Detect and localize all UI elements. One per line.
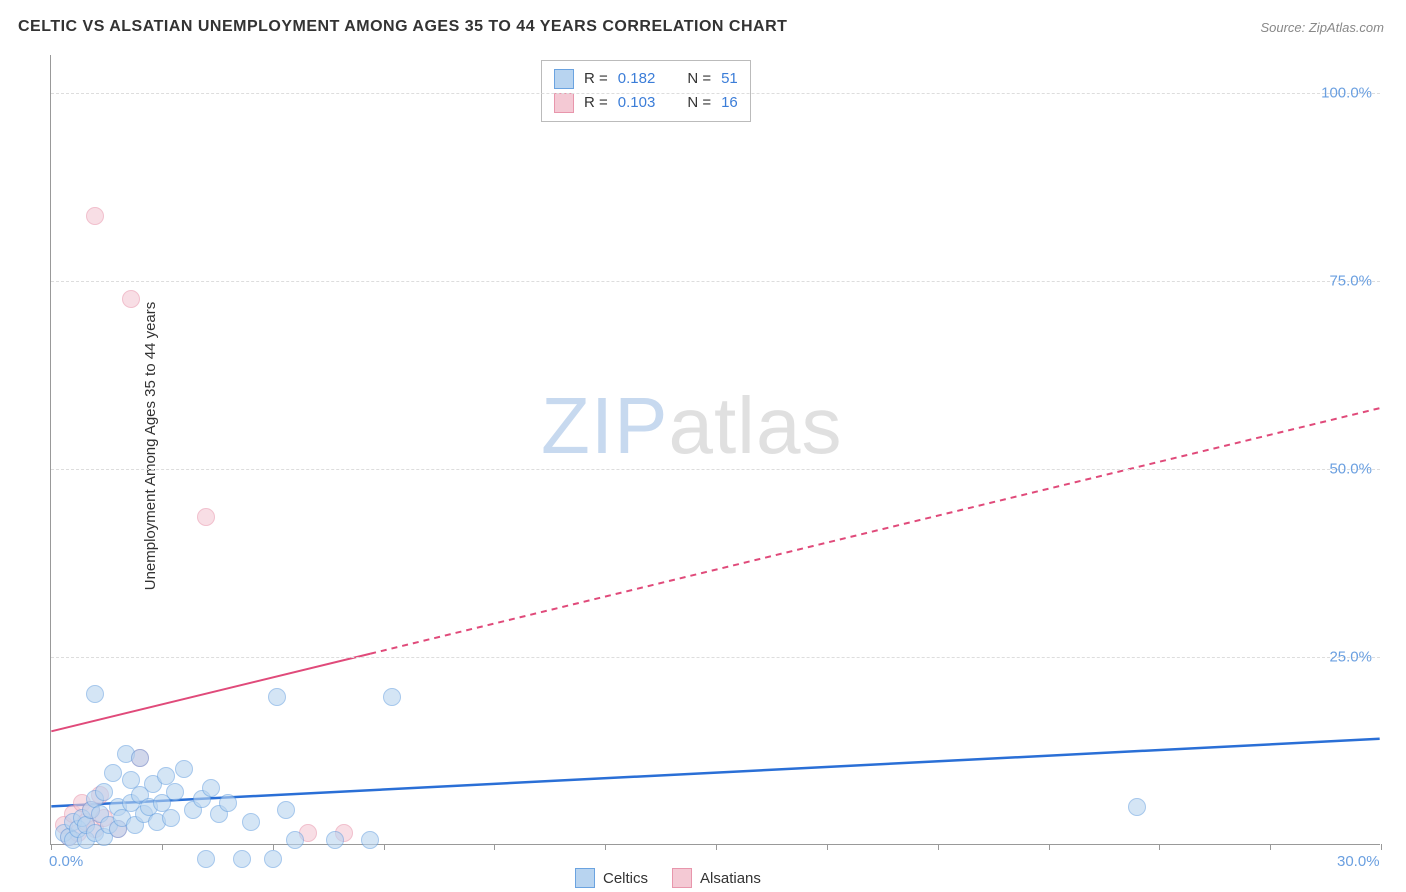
- series-legend: Celtics Alsatians: [575, 868, 761, 888]
- n-value: 51: [721, 67, 738, 91]
- n-label: N =: [687, 91, 711, 115]
- scatter-point-celtics: [197, 850, 215, 868]
- scatter-point-celtics: [219, 794, 237, 812]
- source-name: ZipAtlas.com: [1309, 20, 1384, 35]
- y-tick-label: 75.0%: [1329, 272, 1372, 289]
- x-tick-mark: [384, 844, 385, 850]
- x-tick-mark: [273, 844, 274, 850]
- scatter-point-celtics: [264, 850, 282, 868]
- scatter-point-celtics: [95, 783, 113, 801]
- x-tick-label: 30.0%: [1337, 853, 1380, 870]
- scatter-point-alsatians: [197, 508, 215, 526]
- watermark-zip: ZIP: [541, 381, 668, 470]
- chart-title: CELTIC VS ALSATIAN UNEMPLOYMENT AMONG AG…: [18, 18, 787, 36]
- n-value: 16: [721, 91, 738, 115]
- legend-label: Alsatians: [700, 870, 761, 887]
- legend-swatch-icon: [554, 93, 574, 113]
- watermark-atlas: atlas: [668, 381, 842, 470]
- scatter-point-celtics: [86, 685, 104, 703]
- plot-area: ZIPatlas R = 0.182 N = 51 R = 0.103 N = 16 25.0…: [50, 55, 1380, 845]
- x-tick-mark: [716, 844, 717, 850]
- gridline-horizontal: [51, 93, 1380, 94]
- legend-item: Celtics: [575, 868, 648, 888]
- n-label: N =: [687, 67, 711, 91]
- scatter-point-celtics: [361, 831, 379, 849]
- r-label: R =: [584, 91, 608, 115]
- x-tick-mark: [1159, 844, 1160, 850]
- scatter-point-celtics: [175, 760, 193, 778]
- x-tick-mark: [1381, 844, 1382, 850]
- legend-swatch-icon: [575, 868, 595, 888]
- y-tick-label: 100.0%: [1321, 84, 1372, 101]
- legend-swatch-icon: [554, 69, 574, 89]
- x-tick-mark: [605, 844, 606, 850]
- scatter-point-celtics: [166, 783, 184, 801]
- x-tick-mark: [494, 844, 495, 850]
- y-tick-label: 50.0%: [1329, 460, 1372, 477]
- trend-line: [51, 739, 1379, 807]
- scatter-point-celtics: [131, 749, 149, 767]
- x-tick-mark: [51, 844, 52, 850]
- r-value: 0.103: [618, 91, 656, 115]
- legend-swatch-icon: [672, 868, 692, 888]
- scatter-point-celtics: [383, 688, 401, 706]
- trend-lines-svg: [51, 55, 1380, 844]
- scatter-point-celtics: [162, 809, 180, 827]
- x-tick-mark: [1049, 844, 1050, 850]
- scatter-point-alsatians: [86, 207, 104, 225]
- gridline-horizontal: [51, 281, 1380, 282]
- scatter-point-alsatians: [122, 290, 140, 308]
- stats-legend-row: R = 0.182 N = 51: [554, 67, 738, 91]
- source-credit: Source: ZipAtlas.com: [1260, 20, 1384, 35]
- scatter-point-celtics: [1128, 798, 1146, 816]
- gridline-horizontal: [51, 657, 1380, 658]
- scatter-point-celtics: [268, 688, 286, 706]
- source-label: Source:: [1260, 20, 1308, 35]
- scatter-point-celtics: [277, 801, 295, 819]
- x-tick-mark: [162, 844, 163, 850]
- scatter-point-celtics: [202, 779, 220, 797]
- trend-line: [370, 408, 1380, 654]
- scatter-point-celtics: [286, 831, 304, 849]
- stats-legend-box: R = 0.182 N = 51 R = 0.103 N = 16: [541, 60, 751, 122]
- scatter-point-celtics: [326, 831, 344, 849]
- x-tick-label: 0.0%: [49, 853, 83, 870]
- x-tick-mark: [827, 844, 828, 850]
- chart-container: CELTIC VS ALSATIAN UNEMPLOYMENT AMONG AG…: [0, 0, 1406, 892]
- y-tick-label: 25.0%: [1329, 648, 1372, 665]
- r-label: R =: [584, 67, 608, 91]
- scatter-point-celtics: [104, 764, 122, 782]
- scatter-point-celtics: [242, 813, 260, 831]
- x-tick-mark: [1270, 844, 1271, 850]
- r-value: 0.182: [618, 67, 656, 91]
- watermark: ZIPatlas: [541, 380, 842, 472]
- legend-label: Celtics: [603, 870, 648, 887]
- scatter-point-celtics: [233, 850, 251, 868]
- x-tick-mark: [938, 844, 939, 850]
- stats-legend-row: R = 0.103 N = 16: [554, 91, 738, 115]
- legend-item: Alsatians: [672, 868, 761, 888]
- gridline-horizontal: [51, 469, 1380, 470]
